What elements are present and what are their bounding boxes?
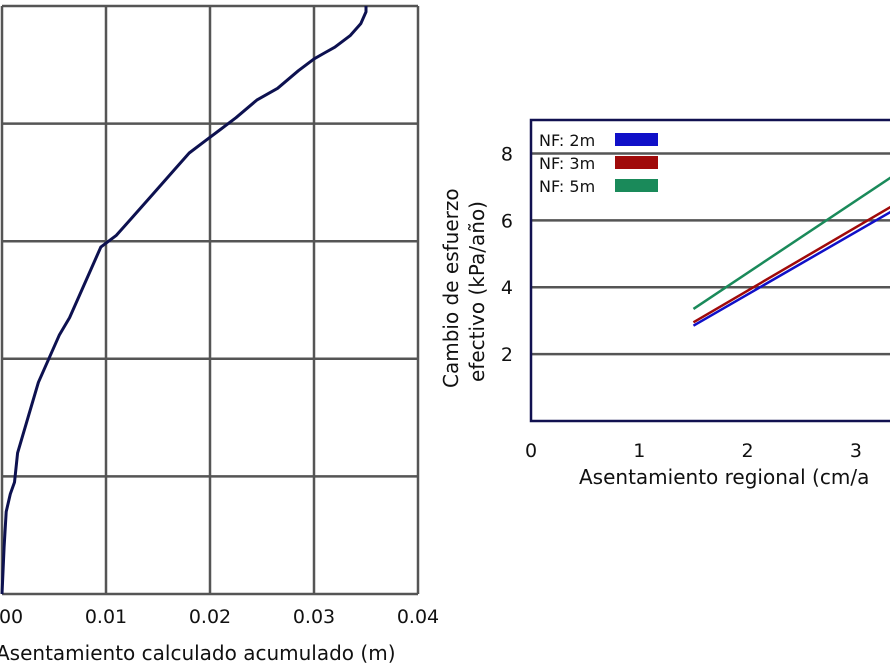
- right-y-tick-label: 2: [501, 344, 513, 366]
- left-x-tick-label: 0.04: [397, 606, 439, 628]
- left-series-line: [0, 6, 368, 595]
- right-chart-x-ticks: 0 1 2 3: [525, 440, 862, 462]
- right-x-tick-label: 2: [742, 440, 754, 462]
- right-x-tick-label: 0: [525, 440, 537, 462]
- right-series-line: [692, 205, 890, 324]
- left-chart: 0.00 0.01 0.02 0.03 0.04 Asentamiento calcul…: [0, 4, 439, 664]
- right-series-line: [692, 176, 890, 311]
- left-x-tick-label: 0.02: [189, 606, 231, 628]
- right-chart: 0 1 2 3 2 4 6 8 Asentamiento regional (cm/a Ca…: [439, 118, 890, 489]
- right-chart-series: [692, 176, 890, 327]
- legend-label: NF: 2m: [539, 131, 595, 150]
- right-y-tick-label: 6: [501, 210, 513, 232]
- right-chart-x-axis-label: Asentamiento regional (cm/a: [579, 465, 869, 489]
- right-chart-y-ticks: 2 4 6 8: [501, 143, 513, 366]
- right-x-tick-label: 3: [850, 440, 862, 462]
- right-chart-grid: [531, 152, 890, 356]
- right-y-tick-label: 4: [501, 277, 513, 299]
- right-chart-frame: [529, 118, 890, 423]
- legend-label: NF: 5m: [539, 177, 595, 196]
- left-x-tick-label: 0.00: [0, 606, 23, 628]
- right-series-line: [692, 210, 890, 327]
- left-chart-x-ticks: 0.00 0.01 0.02 0.03 0.04: [0, 606, 439, 628]
- left-x-tick-label: 0.03: [293, 606, 335, 628]
- left-chart-series: [0, 6, 368, 595]
- right-chart-y-axis-label-line2: efectivo (kPa/año): [465, 201, 489, 382]
- legend-swatch: [615, 133, 658, 146]
- right-y-tick-label: 8: [501, 143, 513, 165]
- right-chart-legend: NF: 2m NF: 3m NF: 5m: [539, 131, 658, 196]
- legend-swatch: [615, 179, 658, 192]
- left-chart-x-axis-label: Asentamiento calculado acumulado (m): [0, 641, 396, 664]
- right-x-tick-label: 1: [633, 440, 645, 462]
- legend-swatch: [615, 156, 658, 169]
- left-chart-grid: [0, 4, 420, 596]
- left-x-tick-label: 0.01: [85, 606, 127, 628]
- legend-label: NF: 3m: [539, 154, 595, 173]
- right-chart-y-axis-label-line1: Cambio de esfuerzo: [439, 188, 463, 388]
